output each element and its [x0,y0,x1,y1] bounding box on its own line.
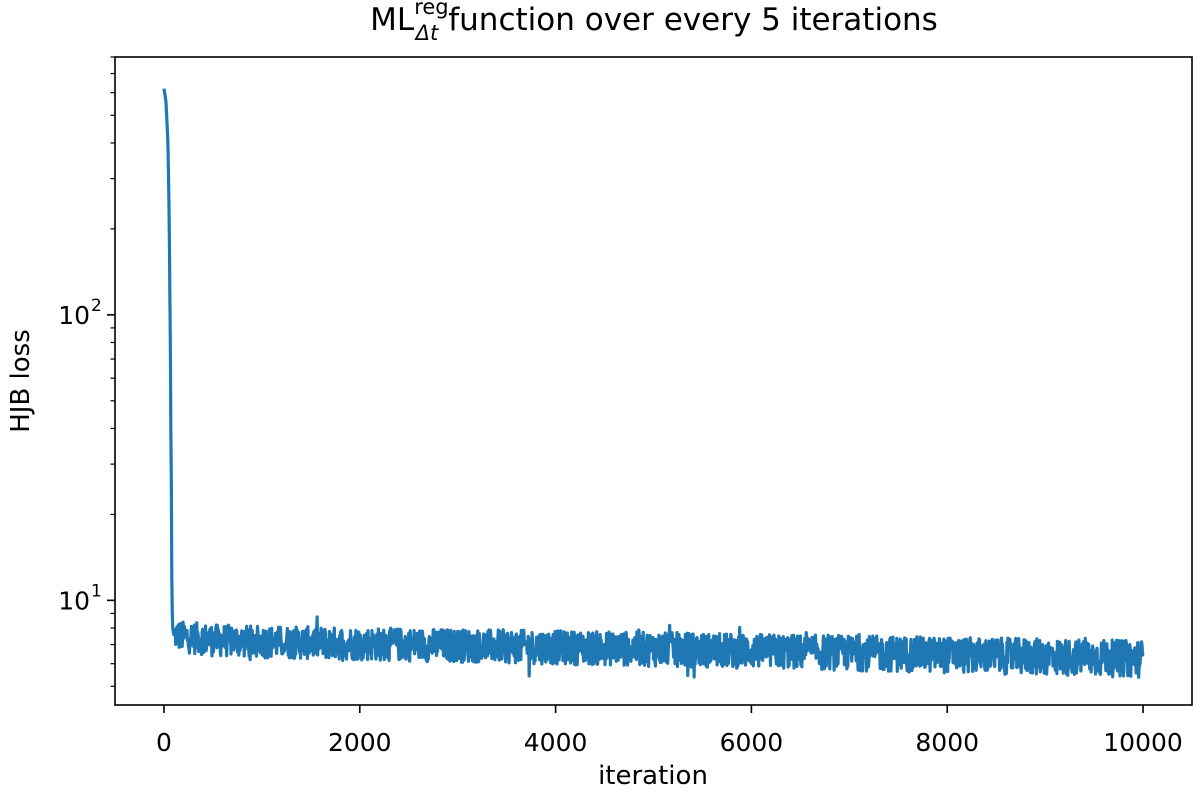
y-tick-label-exp-1: 2 [91,296,102,316]
x-tick-label-5: 10000 [1103,728,1183,757]
chart-title-subscript: Δt [416,21,439,45]
chart-title-subscript-text: Δt [415,21,439,45]
y-tick-label-1: 10 [58,301,90,330]
x-tick-label-0: 0 [156,728,172,757]
x-tick-label-4: 8000 [915,728,979,757]
chart-title-rest: function over every 5 iterations [448,2,938,38]
chart-title-base: ML [370,2,415,38]
x-axis-label: iteration [598,761,708,791]
x-axis: 0 2000 4000 6000 8000 10000 [156,705,1183,757]
series-layer [162,88,1145,679]
x-tick-label-2: 4000 [524,728,588,757]
y-tick-label-0: 10 [58,586,90,615]
series-line-0 [162,88,1145,679]
x-tick-label-3: 6000 [720,728,784,757]
y-axis-label: HJB loss [6,329,36,433]
plot-frame [114,56,1193,706]
x-tick-label-1: 2000 [328,728,392,757]
chart-title-superscript: reg [414,0,449,19]
chart-title: MLreg Δt function over every 5 iterations [0,0,1200,45]
y-tick-label-exp-0: 1 [91,581,102,601]
